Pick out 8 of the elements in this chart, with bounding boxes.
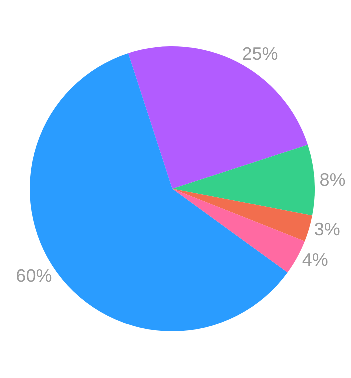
pie-slice: [172, 189, 312, 242]
data-label: 8%: [320, 170, 346, 190]
data-label: 60%: [16, 266, 52, 286]
data-label: 25%: [242, 44, 278, 64]
pie-slice: [128, 46, 308, 189]
pie-slice: [172, 144, 315, 216]
data-label: 3%: [314, 220, 340, 240]
data-label: 4%: [302, 250, 328, 270]
